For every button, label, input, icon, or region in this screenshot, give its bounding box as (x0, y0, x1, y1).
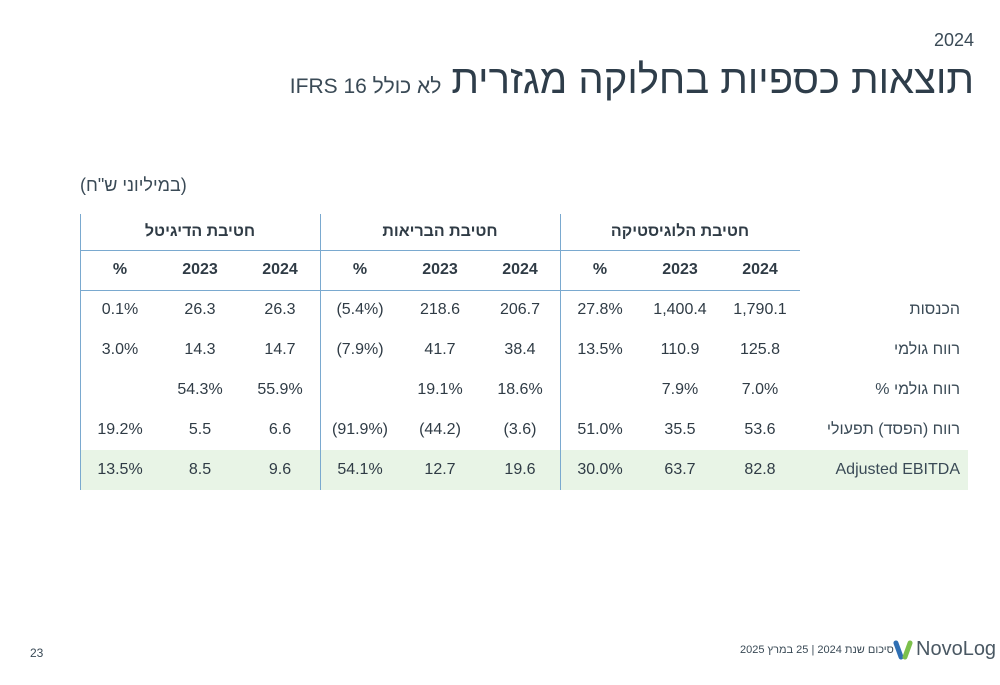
table-cell (80, 370, 160, 410)
table-cell: 53.6 (744, 421, 776, 438)
body-divider (80, 290, 800, 291)
row-label: רווח (הפסד) תפעולי (826, 421, 960, 438)
table-cell: (7.9%) (336, 341, 384, 358)
table-cell: 51.0% (577, 421, 623, 438)
table-cell: 206.7 (499, 301, 541, 318)
table-cell: 19.1% (417, 381, 463, 398)
page-number: 23 (30, 646, 44, 660)
table-row: 3.0% 14.3 14.7 (7.9%) 41.7 38.4 13.5% 110.9 125.… (80, 330, 968, 370)
group-header-row: חטיבת הדיגיטל חטיבת הבריאות חטיבת הלוגיסטי… (80, 214, 968, 250)
table-cell: 218.6 (419, 301, 461, 318)
table-cell: 1,790.1 (733, 301, 787, 318)
table-cell: (5.4%) (336, 301, 384, 318)
units-note: (במיליוני ש"ח) (80, 175, 187, 195)
table-cell: 8.5 (188, 461, 212, 478)
table-cell: 14.3 (184, 341, 216, 358)
segment-results-table: חטיבת הדיגיטל חטיבת הבריאות חטיבת הלוגיסטי… (80, 214, 968, 490)
year-label: 2024 (933, 30, 974, 50)
table-row: 19.2% 5.5 6.6 (91.9%) (44.2) (3.6) 51.0% 35.5 53… (80, 410, 968, 450)
column-divider (560, 214, 561, 490)
column-header: 2023 (182, 261, 218, 278)
table-cell: 5.5 (188, 421, 212, 438)
footer-text: סיכום שנת 2024 | 25 במרץ 2025 (740, 644, 894, 656)
table-cell: 19.6 (504, 461, 536, 478)
table-cell: 9.6 (268, 461, 292, 478)
table-cell: 13.5% (97, 461, 143, 478)
column-header: 2023 (422, 261, 458, 278)
table-cell: 26.3 (184, 301, 216, 318)
table-cell: 3.0% (101, 341, 139, 358)
table-row: 13.5% 8.5 9.6 54.1% 12.7 19.6 30.0% 63.7 82.8 Adj… (80, 450, 968, 490)
table-cell: (44.2) (419, 421, 461, 438)
table-cell: 125.8 (739, 341, 781, 358)
column-header: 2024 (262, 261, 298, 278)
table-cell: 19.2% (97, 421, 143, 438)
table-cell: 13.5% (577, 341, 623, 358)
table-cell: 6.6 (268, 421, 292, 438)
table-cell: 35.5 (664, 421, 696, 438)
table-cell: 18.6% (497, 381, 543, 398)
table-cell: 41.7 (424, 341, 456, 358)
logo-text: NovoLog (916, 638, 997, 660)
group-header: חטיבת הלוגיסטיקה (610, 223, 750, 240)
table-cell: 1,400.4 (653, 301, 707, 318)
table-cell (320, 370, 400, 410)
table-cell: 7.9% (661, 381, 699, 398)
novolog-logo: NovoLog (892, 638, 997, 661)
table-cell: 26.3 (264, 301, 296, 318)
column-header: 2024 (742, 261, 778, 278)
row-label: רווח גולמי (893, 341, 960, 358)
column-header: % (592, 261, 608, 278)
table-cell: 54.1% (337, 461, 383, 478)
column-divider (80, 214, 81, 490)
table-cell: (91.9%) (331, 421, 389, 438)
column-header: 2023 (662, 261, 698, 278)
table-cell: 82.8 (744, 461, 776, 478)
table-cell: 14.7 (264, 341, 296, 358)
table-cell: 38.4 (504, 341, 536, 358)
table-cell: 110.9 (660, 341, 700, 358)
table-cell: (3.6) (503, 421, 537, 438)
table-cell: 30.0% (577, 461, 623, 478)
table-cell (560, 370, 640, 410)
table-cell: 54.3% (177, 381, 223, 398)
table-cell: 0.1% (101, 301, 139, 318)
title-subtitle: לא כולל IFRS 16 (289, 75, 442, 98)
group-header: חטיבת הבריאות (382, 223, 498, 240)
row-label: הכנסות (909, 301, 960, 318)
column-header: % (112, 261, 128, 278)
logo-mark-icon (892, 639, 914, 660)
table-row: 54.3% 55.9% 19.1% 18.6% 7.9% 7.0% רווח גולמי % (80, 370, 968, 410)
column-header-row: % 2023 2024% 2023 2024% 2023 2024 (80, 250, 968, 290)
table-cell: 7.0% (741, 381, 779, 398)
column-divider (320, 214, 321, 490)
row-label: רווח גולמי % (875, 381, 960, 398)
page-title: תוצאות כספיות בחלוקה מגזרית לא כולל IFRS … (290, 58, 974, 103)
column-header: 2024 (502, 261, 538, 278)
table-cell: 27.8% (577, 301, 623, 318)
table-cell: 55.9% (257, 381, 303, 398)
table-cell: 63.7 (664, 461, 696, 478)
table-row: 0.1% 26.3 26.3 (5.4%) 218.6 206.7 27.8% 1,400.4… (80, 290, 968, 330)
group-header: חטיבת הדיגיטל (144, 223, 256, 240)
column-header: % (352, 261, 368, 278)
header-divider (80, 250, 800, 251)
row-label: Adjusted EBITDA (835, 461, 961, 478)
table-cell: 12.7 (424, 461, 456, 478)
title-main: תוצאות כספיות בחלוקה מגזרית (451, 58, 974, 102)
